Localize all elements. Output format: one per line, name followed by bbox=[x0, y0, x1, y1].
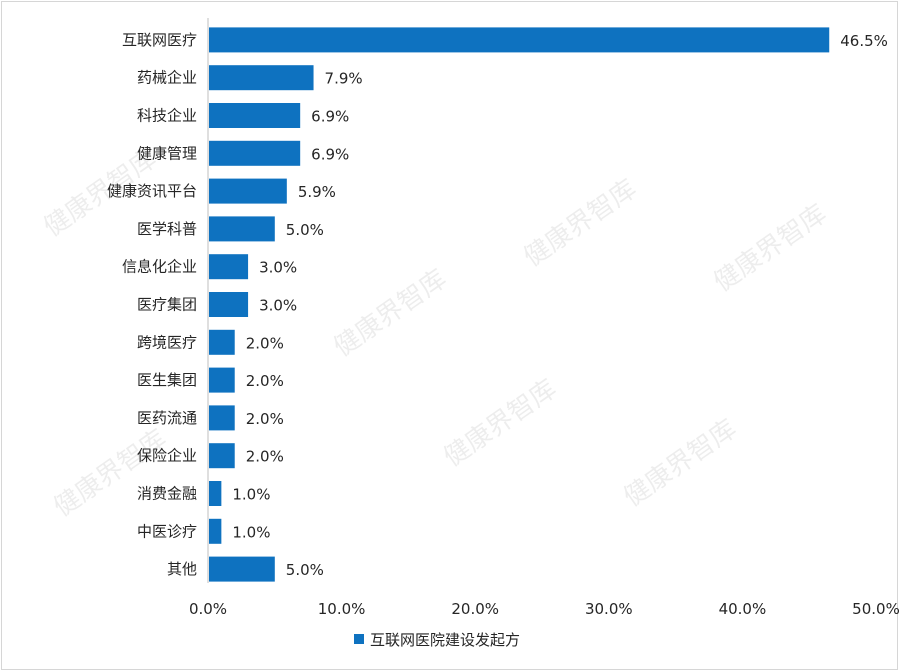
category-label: 保险企业 bbox=[137, 447, 197, 465]
value-label: 2.0% bbox=[246, 372, 284, 390]
category-label: 医药流通 bbox=[137, 409, 197, 427]
category-label: 健康管理 bbox=[137, 144, 197, 162]
watermark-text: 健康界智库 bbox=[329, 264, 453, 363]
category-label: 医疗集团 bbox=[137, 296, 197, 314]
watermark-text: 健康界智库 bbox=[519, 174, 643, 273]
bar bbox=[209, 405, 235, 431]
bars-group bbox=[209, 27, 830, 582]
category-label: 其他 bbox=[167, 560, 197, 578]
x-tick-label: 40.0% bbox=[719, 600, 767, 618]
value-label: 1.0% bbox=[232, 523, 270, 541]
x-tick-label: 20.0% bbox=[451, 600, 499, 618]
bar bbox=[209, 518, 222, 544]
category-label: 信息化企业 bbox=[122, 258, 197, 276]
value-label: 3.0% bbox=[259, 259, 297, 277]
bar bbox=[209, 556, 275, 582]
bar bbox=[209, 254, 249, 280]
value-label: 46.5% bbox=[840, 32, 888, 50]
value-label: 5.0% bbox=[286, 561, 324, 579]
x-tick-label: 0.0% bbox=[189, 600, 227, 618]
x-tick-labels: 0.0% 10.0% 20.0% 30.0% 40.0% 50.0% bbox=[189, 600, 899, 618]
x-tick-label: 10.0% bbox=[318, 600, 366, 618]
category-label: 科技企业 bbox=[137, 107, 197, 125]
x-tick-label: 50.0% bbox=[852, 600, 899, 618]
value-label: 5.0% bbox=[286, 221, 324, 239]
value-label: 7.9% bbox=[325, 70, 363, 88]
bar bbox=[209, 103, 301, 128]
category-labels: 互联网医疗药械企业科技企业健康管理健康资讯平台医学科普信息化企业医疗集团跨境医疗… bbox=[107, 31, 197, 578]
bar bbox=[209, 140, 301, 166]
value-label: 2.0% bbox=[246, 334, 284, 352]
watermark-text: 健康界智库 bbox=[439, 374, 563, 473]
bar bbox=[209, 216, 275, 242]
value-label: 5.9% bbox=[298, 183, 336, 201]
legend-label: 互联网医院建设发起方 bbox=[370, 631, 520, 649]
bar bbox=[209, 367, 235, 393]
x-tick-label: 30.0% bbox=[585, 600, 633, 618]
bar bbox=[209, 443, 235, 469]
legend-swatch bbox=[354, 634, 364, 644]
category-label: 跨境医疗 bbox=[137, 333, 197, 351]
bar bbox=[209, 27, 830, 53]
value-label: 2.0% bbox=[246, 410, 284, 428]
value-label: 3.0% bbox=[259, 297, 297, 315]
bar bbox=[209, 329, 235, 355]
bar bbox=[209, 178, 287, 204]
legend: 互联网医院建设发起方 bbox=[354, 631, 520, 649]
bar bbox=[209, 292, 249, 317]
category-label: 药械企业 bbox=[137, 69, 197, 87]
watermark-text: 健康界智库 bbox=[709, 199, 833, 298]
bar bbox=[209, 481, 222, 506]
value-label: 6.9% bbox=[311, 145, 349, 163]
bar bbox=[209, 65, 314, 91]
value-label: 1.0% bbox=[232, 486, 270, 504]
value-label: 2.0% bbox=[246, 448, 284, 466]
category-label: 医学科普 bbox=[137, 220, 197, 238]
watermark-text: 健康界智库 bbox=[619, 414, 743, 513]
category-label: 中医诊疗 bbox=[137, 522, 197, 540]
category-label: 消费金融 bbox=[137, 485, 197, 503]
category-label: 互联网医疗 bbox=[122, 31, 197, 49]
watermark-text: 健康界智库 bbox=[49, 424, 173, 523]
value-label: 6.9% bbox=[311, 108, 349, 126]
category-label: 医生集团 bbox=[137, 371, 197, 389]
category-label: 健康资讯平台 bbox=[107, 182, 197, 200]
value-labels: 46.5% 7.9% 6.9% 6.9% 5.9% 5.0% 3.0% 3.0% 2.0% 2.0… bbox=[232, 32, 888, 579]
